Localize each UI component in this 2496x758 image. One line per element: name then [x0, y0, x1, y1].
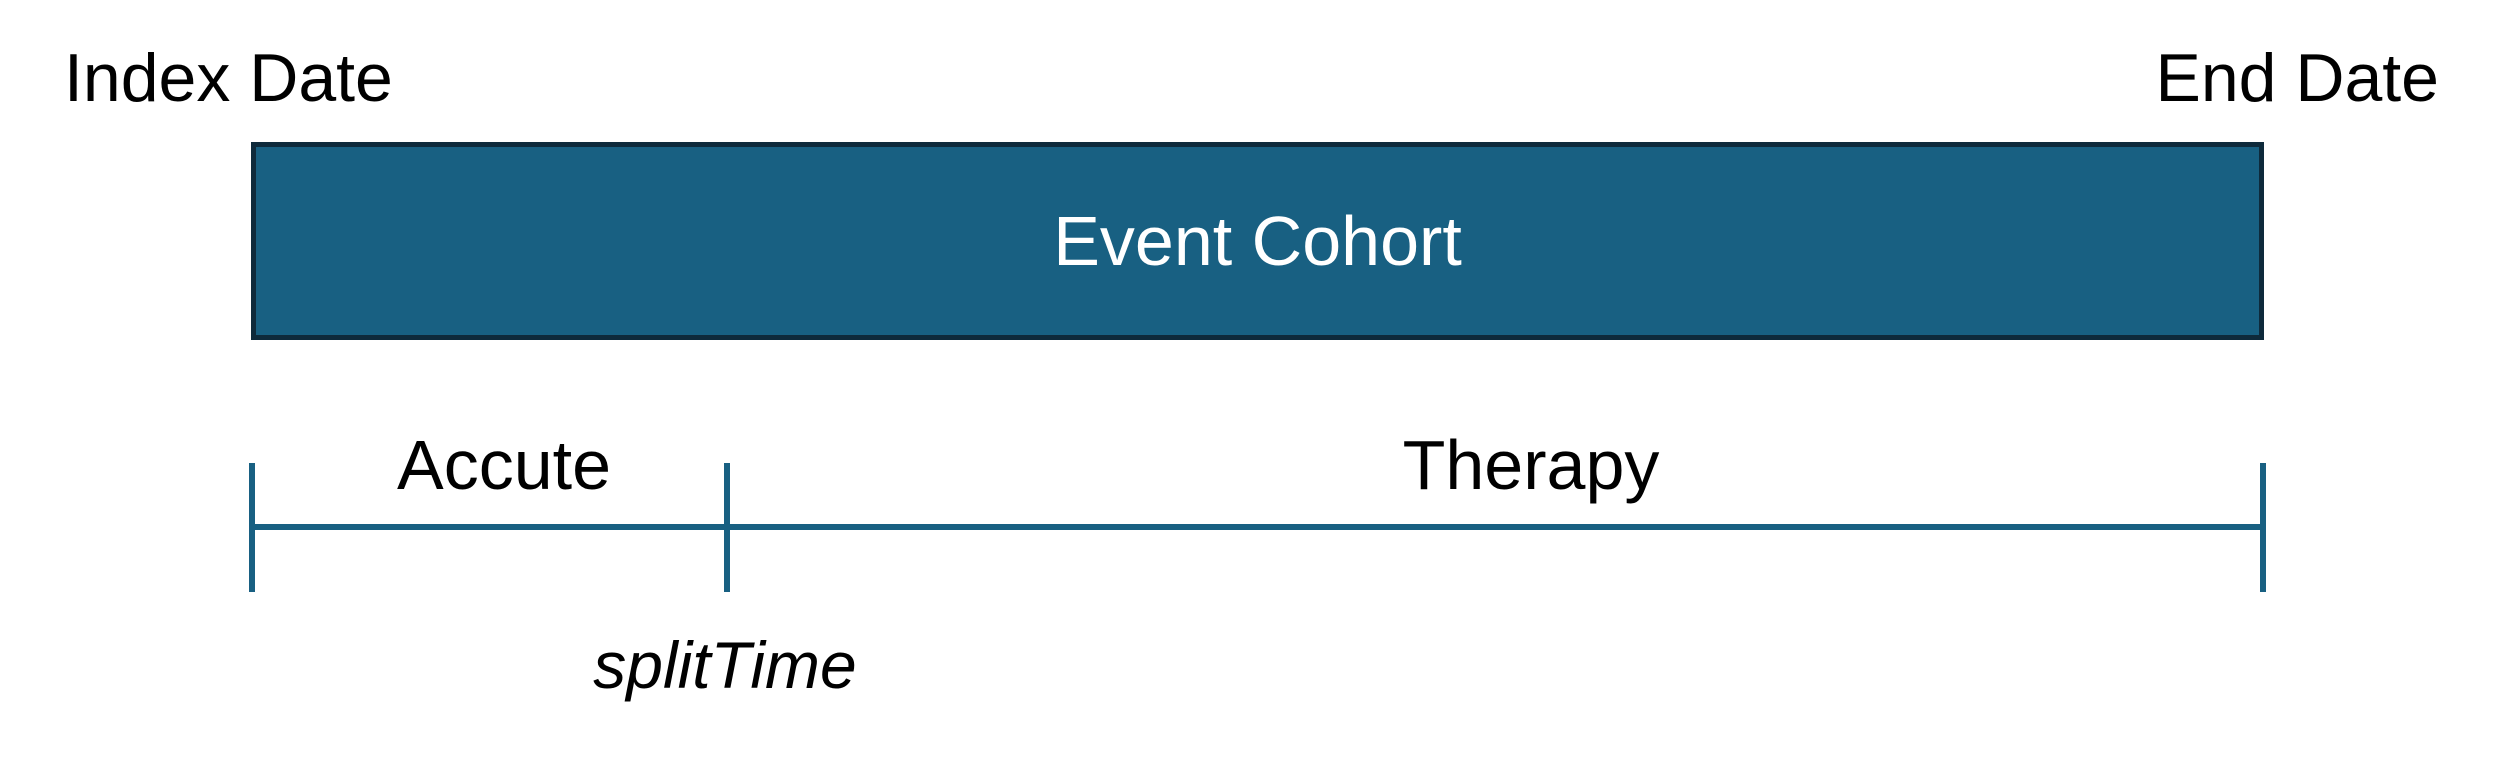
end-date-label: End Date [2155, 40, 2439, 116]
event-cohort-label: Event Cohort [1053, 202, 1462, 280]
event-cohort-bar: Event Cohort [251, 142, 2264, 340]
accute-period-label: Accute [397, 426, 611, 504]
therapy-period-label: Therapy [1402, 426, 1660, 504]
index-date-label: Index Date [64, 40, 393, 116]
split-time-label: splitTime [593, 628, 857, 702]
